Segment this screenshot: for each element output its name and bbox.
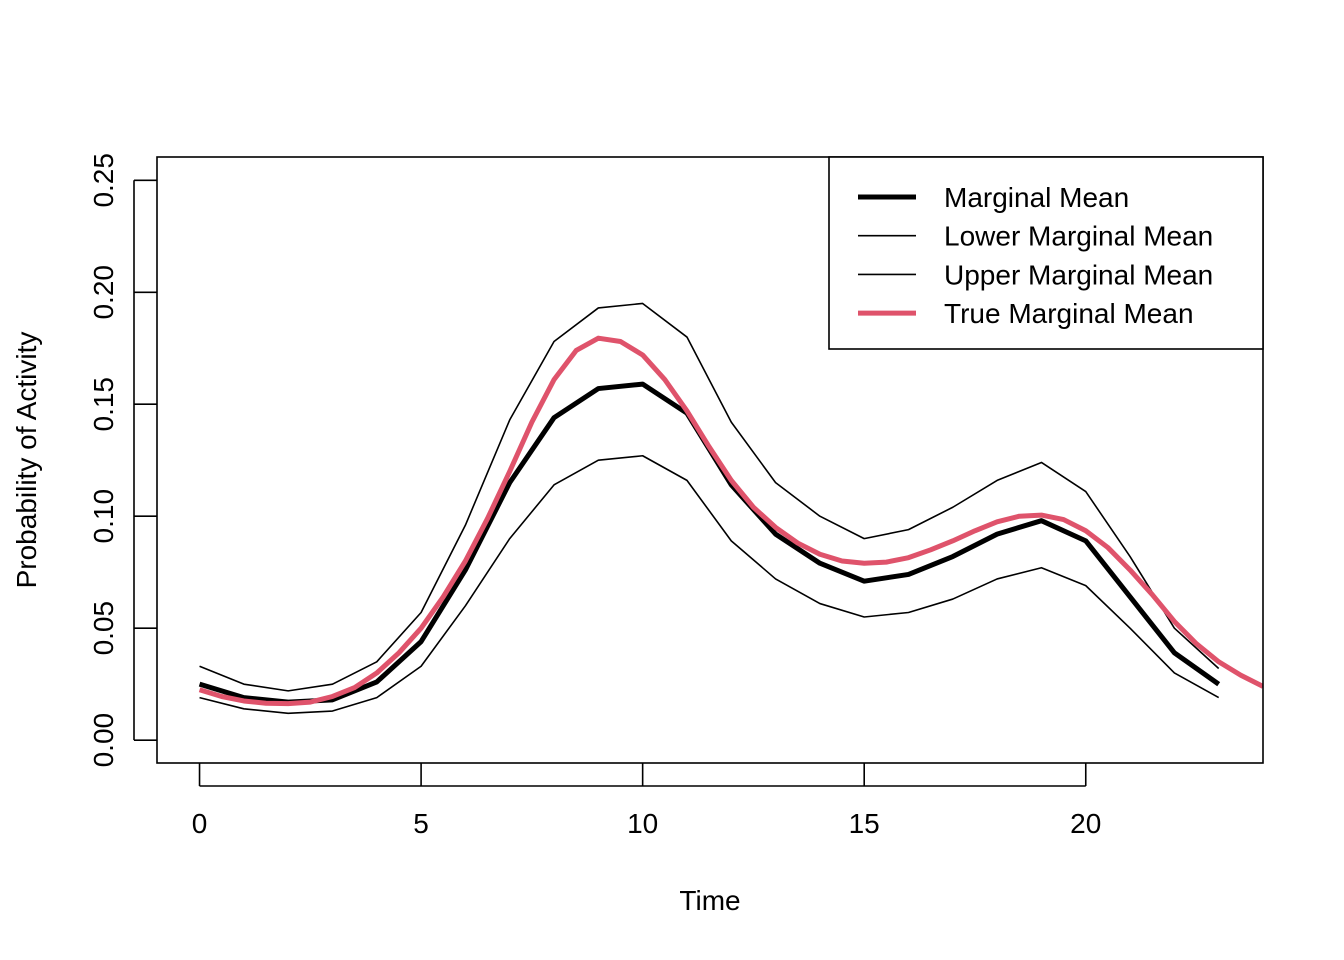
legend-box [828, 156, 1264, 350]
legend-label: Marginal Mean [944, 182, 1129, 213]
series-line-lower-marginal-mean [199, 454, 1220, 715]
y-tick-label: 0.10 [88, 489, 119, 544]
y-tick-label: 0.25 [88, 153, 119, 208]
axes-layer: 0 5 10 15 20 0.00 0.05 0.10 0.15 0.20 0.25 [88, 153, 1264, 839]
x-tick-label: 20 [1070, 808, 1101, 839]
x-tick-label: 15 [849, 808, 880, 839]
y-tick-label: 0.00 [88, 713, 119, 768]
series-line-true-marginal-mean [198, 335, 1263, 707]
legend-label: Lower Marginal Mean [944, 221, 1213, 252]
series-line-upper-marginal-mean [199, 302, 1220, 692]
series-layer [198, 302, 1263, 715]
y-tick-label: 0.20 [88, 265, 119, 320]
y-tick-label: 0.05 [88, 601, 119, 656]
x-axis-title: Time [679, 885, 740, 916]
legend: Marginal Mean Lower Marginal Mean Upper Ma… [828, 156, 1264, 350]
plot-frame [156, 156, 1264, 764]
y-tick-label: 0.15 [88, 377, 119, 432]
legend-label: True Marginal Mean [944, 298, 1194, 329]
y-axis-title: Probability of Activity [11, 332, 42, 589]
x-tick-label: 5 [413, 808, 429, 839]
x-tick-label: 10 [627, 808, 658, 839]
x-tick-label: 0 [192, 808, 208, 839]
legend-label: Upper Marginal Mean [944, 259, 1213, 290]
